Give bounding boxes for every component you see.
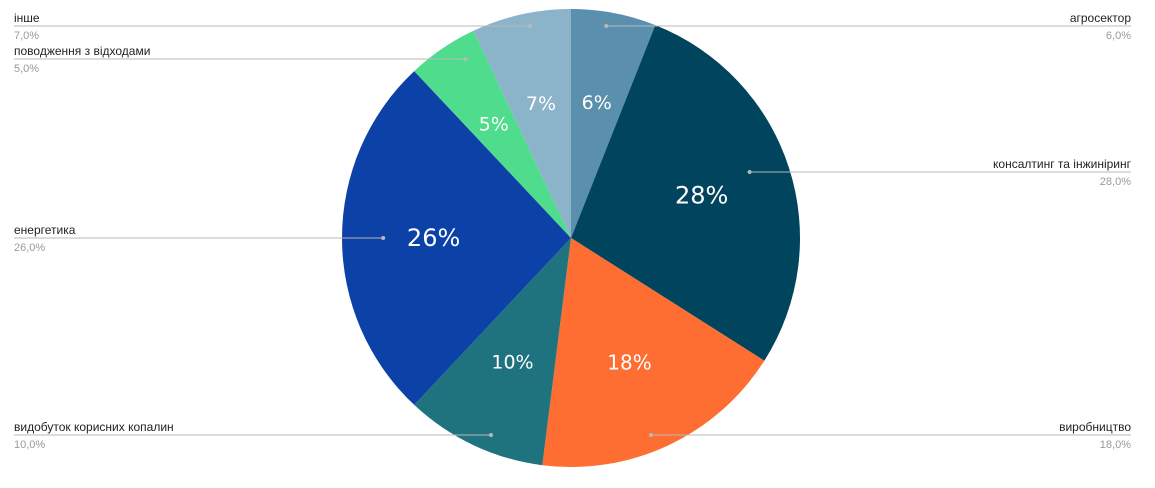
- slice-label-4: 26%: [407, 224, 460, 252]
- pie-slice-3: [414, 238, 571, 466]
- slice-label-0: 6%: [582, 92, 612, 114]
- callout-value-1: 28,0%: [1100, 176, 1131, 188]
- callout-name-6: інше: [14, 11, 40, 25]
- slice-labels: 6% 28% 18% 10% 26% 5% 7%: [407, 92, 728, 374]
- callout-name-3: видобуток корисних копалин: [14, 420, 174, 434]
- callout-name-0: агросектор: [1070, 11, 1131, 25]
- slice-label-1: 28%: [675, 182, 728, 210]
- callout-labels: агросектор 6,0% консалтинг та інжиніринг 28…: [14, 11, 1132, 451]
- slice-label-3: 10%: [491, 351, 533, 373]
- callout-name-1: консалтинг та інжиніринг: [993, 157, 1132, 171]
- pie-slice-1: [571, 25, 800, 361]
- callout-anchor-6: [528, 24, 532, 28]
- callout-value-2: 18,0%: [1100, 439, 1131, 451]
- callout-name-5: поводження з відходами: [14, 44, 150, 58]
- callout-anchor-3: [489, 433, 493, 437]
- callout-value-0: 6,0%: [1106, 30, 1131, 42]
- callout-anchor-5: [463, 57, 468, 61]
- callout-anchor-0: [604, 24, 609, 28]
- callout-name-2: виробництво: [1059, 420, 1131, 434]
- pie-slice-0: [571, 9, 656, 238]
- callout-anchor-4: [381, 236, 386, 240]
- callout-value-3: 10,0%: [14, 439, 45, 451]
- callout-anchor-2: [649, 433, 653, 437]
- pie-slice-2: [542, 238, 765, 467]
- pie-slice-6: [473, 8, 571, 238]
- callout-leaders: [14, 24, 1131, 437]
- callout-anchor-1: [747, 170, 752, 174]
- callout-value-4: 26,0%: [14, 242, 45, 254]
- slice-label-2: 18%: [607, 350, 651, 374]
- pie-slice-4: [342, 71, 571, 405]
- slice-label-6: 7%: [526, 93, 556, 115]
- slice-label-5: 5%: [479, 113, 509, 135]
- pie-slice-5: [414, 30, 571, 238]
- callout-name-4: енергетика: [14, 223, 76, 237]
- callout-value-5: 5,0%: [14, 63, 39, 75]
- callout-value-6: 7,0%: [14, 30, 39, 42]
- pie-slices: [342, 8, 800, 467]
